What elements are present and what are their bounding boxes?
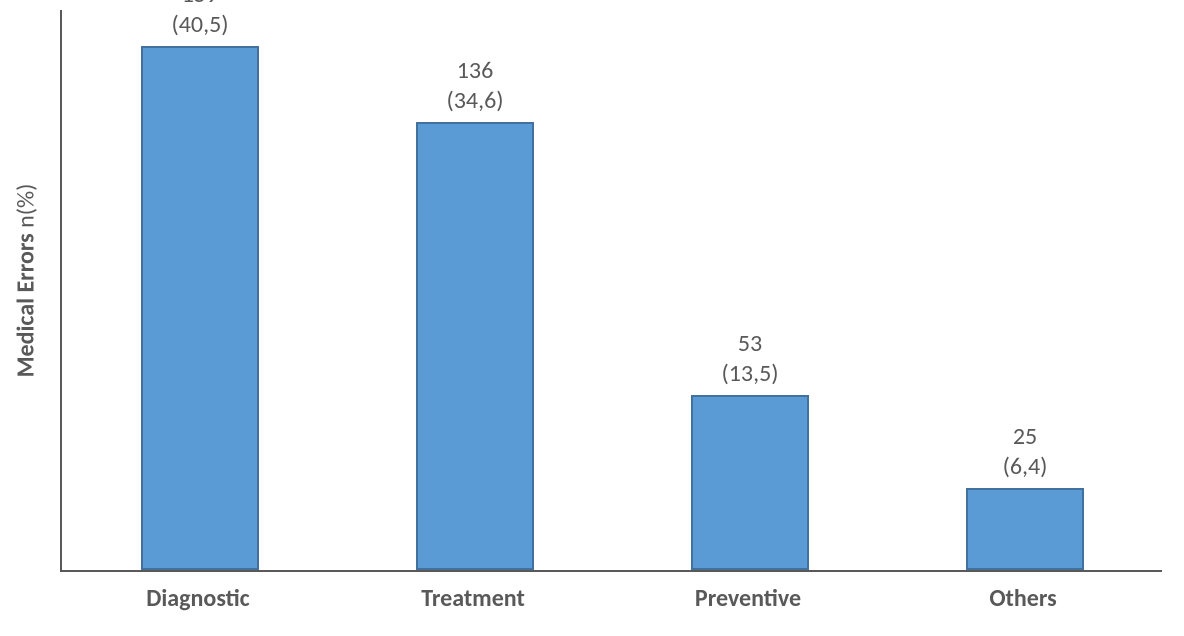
x-axis-label: Preventive bbox=[623, 584, 873, 613]
bar bbox=[691, 395, 809, 570]
x-axis-label: Others bbox=[898, 584, 1148, 613]
bar bbox=[966, 488, 1084, 570]
bar-data-label: 136(34,6) bbox=[350, 56, 600, 116]
y-axis-label: Medical Errors n(%) bbox=[12, 183, 41, 377]
bar bbox=[141, 46, 259, 570]
bar-data-label: 159(40,5) bbox=[75, 0, 325, 40]
bar bbox=[416, 122, 534, 570]
x-axis-labels: Diagnostic Treatment Preventive Others bbox=[60, 578, 1160, 628]
x-axis-label: Diagnostic bbox=[73, 584, 323, 613]
y-axis-label-wrap: Medical Errors n(%) bbox=[6, 0, 46, 560]
plot-area: 159(40,5)136(34,6)53(13,5)25(6,4) bbox=[60, 10, 1162, 572]
bar-chart: Medical Errors n(%) 159(40,5) 136(34,6) 53… bbox=[0, 0, 1184, 636]
bar-data-label: 25(6,4) bbox=[900, 422, 1150, 482]
bar-data-label: 53(13,5) bbox=[625, 329, 875, 389]
x-axis-label: Treatment bbox=[348, 584, 598, 613]
